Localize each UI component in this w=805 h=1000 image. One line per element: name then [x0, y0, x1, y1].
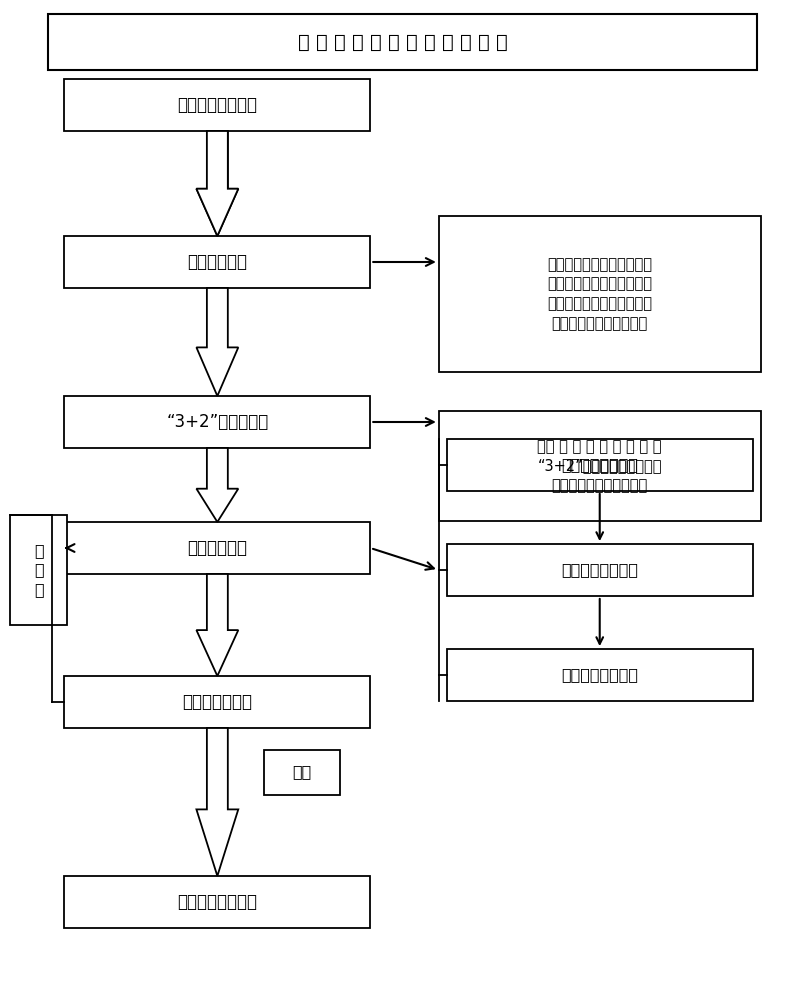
Bar: [48, 14, 757, 70]
Text: 叶轮专用夹具装夹: 叶轮专用夹具装夹: [177, 96, 258, 114]
Bar: [447, 544, 753, 596]
Polygon shape: [196, 448, 238, 522]
Text: 叶片根部清角加工: 叶片根部清角加工: [561, 562, 638, 578]
Bar: [447, 439, 753, 491]
Text: 不
合
格: 不 合 格: [34, 543, 43, 597]
Polygon shape: [196, 728, 238, 876]
Text: 叶轮专用夹具拆卸: 叶轮专用夹具拆卸: [177, 893, 258, 911]
Bar: [447, 649, 753, 701]
Text: 利用三轴数控机床来实现零
件毛块大部分余量的去除，
减少在五轴联动数控机床的
加工时间，降低加工成本: 利用三轴数控机床来实现零 件毛块大部分余量的去除， 减少在五轴联动数控机床的 加…: [547, 257, 652, 331]
Bar: [439, 411, 761, 521]
Text: 精加工叶轮的叶片: 精加工叶轮的叶片: [561, 458, 638, 473]
Text: 三轴数控加工: 三轴数控加工: [188, 253, 247, 271]
Bar: [264, 750, 341, 794]
Polygon shape: [196, 131, 238, 236]
Polygon shape: [196, 131, 238, 236]
Bar: [64, 676, 370, 728]
Bar: [64, 236, 370, 288]
Text: 叶轮三坐标测量: 叶轮三坐标测量: [183, 693, 252, 711]
Bar: [64, 522, 370, 574]
Text: 利用 五 轴 联 动 数 控 机 床
“3+2”轴的功能，进行对叶
轮留有一定余量的粗加工: 利用 五 轴 联 动 数 控 机 床 “3+2”轴的功能，进行对叶 轮留有一定余…: [538, 439, 662, 493]
Bar: [64, 79, 370, 131]
Bar: [10, 515, 67, 625]
Bar: [64, 876, 370, 928]
Text: “3+2”定角度加工: “3+2”定角度加工: [166, 413, 269, 431]
Polygon shape: [196, 574, 238, 676]
Text: 五轴联动加工: 五轴联动加工: [188, 539, 247, 557]
Polygon shape: [196, 288, 238, 396]
Text: 精加工叶轮的轮毂: 精加工叶轮的轮毂: [561, 668, 638, 682]
Text: 合格: 合格: [292, 764, 312, 780]
Bar: [439, 217, 761, 371]
Bar: [64, 396, 370, 448]
Text: 钔 合 金 整 体 叶 轮 加 工 流 程 图: 钔 合 金 整 体 叶 轮 加 工 流 程 图: [298, 32, 507, 51]
